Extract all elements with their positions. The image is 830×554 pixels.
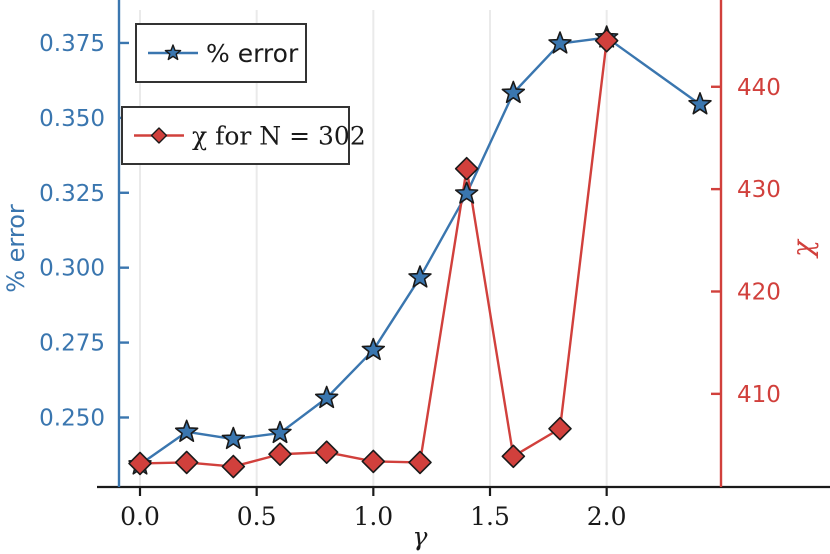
series-1-marker-6 (408, 450, 432, 475)
right-tick-label-0: 410 (737, 382, 781, 408)
series-1-marker-1 (174, 450, 199, 475)
series-1-marker-4 (314, 440, 339, 464)
series-1-marker-3 (268, 442, 292, 467)
left-tick-label-4: 0.350 (39, 106, 105, 132)
left-tick-label-2: 0.300 (39, 256, 105, 282)
x-tick-label-4: 2.0 (587, 502, 627, 531)
series-0-marker-4 (314, 385, 339, 409)
right-axis-label: χ (786, 238, 819, 259)
right-tick-label-2: 430 (737, 177, 781, 203)
series-1-marker-5 (361, 449, 386, 474)
x-tick-label-2: 1.0 (353, 502, 393, 531)
series-0-marker-7 (454, 181, 479, 204)
x-tick-label-3: 1.5 (470, 502, 510, 531)
series-0-marker-6 (408, 265, 432, 288)
series-1-marker-0 (128, 451, 152, 476)
series-1-marker-9 (548, 416, 572, 441)
left-tick-label-5: 0.375 (39, 31, 105, 57)
left-tick-label-3: 0.325 (39, 181, 105, 207)
series-0-marker-9 (548, 31, 572, 54)
series-1-marker-10 (594, 28, 619, 53)
legend-marker-0 (164, 44, 182, 61)
series-1-marker-8 (501, 444, 526, 469)
series-1-marker-7 (454, 156, 479, 181)
series-0-marker-5 (361, 337, 386, 361)
series-0-marker-3 (268, 420, 292, 444)
x-tick-label-0: 0.0 (120, 502, 160, 531)
left-tick-label-0: 0.250 (39, 405, 105, 431)
series-0-marker-1 (174, 419, 199, 442)
right-tick-label-3: 440 (737, 75, 781, 101)
x-axis-label: γ (413, 522, 428, 551)
legend-label-1: χ for N = 302 (192, 122, 366, 151)
series-0-marker-8 (501, 80, 526, 104)
x-tick-label-1: 0.5 (237, 502, 277, 531)
legend-marker-1 (150, 127, 168, 144)
series-0-marker-2 (221, 426, 246, 450)
left-axis-label: % error (2, 204, 30, 293)
right-tick-label-1: 420 (737, 279, 781, 305)
series-0-marker-11 (688, 92, 712, 115)
legend-label-0: % error (206, 39, 299, 68)
left-tick-label-1: 0.275 (39, 331, 105, 357)
series-1-marker-2 (221, 454, 246, 479)
